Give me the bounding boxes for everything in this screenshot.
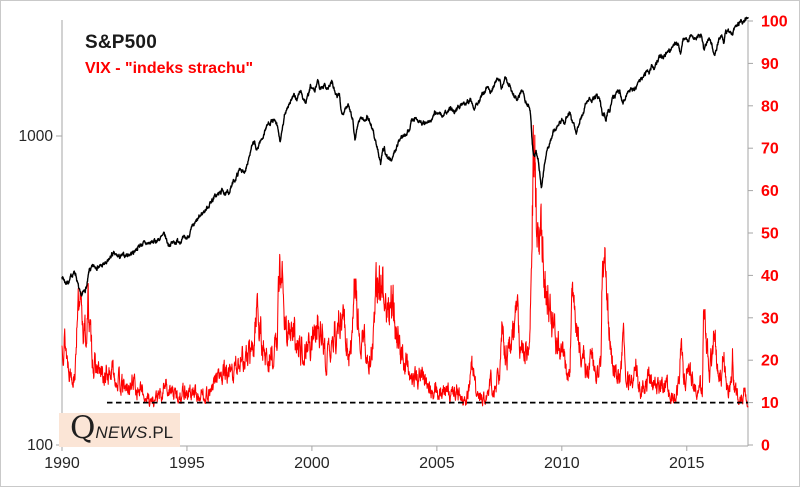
x-tick-label: 2015 xyxy=(669,455,705,472)
watermark-q-letter: Q xyxy=(70,410,96,446)
y-right-tick-label: 0 xyxy=(761,438,770,455)
legend-vix-label: VIX - "indeks strachu" xyxy=(85,60,254,77)
watermark-news-text: NEWS xyxy=(95,423,148,442)
legend-sp500-label: S&P500 xyxy=(85,32,157,53)
qnews-watermark-logo: Q NEWS .PL xyxy=(59,413,180,447)
y-right-tick-label: 70 xyxy=(761,141,779,158)
sp500-line xyxy=(61,16,749,297)
y-right-tick-label: 80 xyxy=(761,98,779,115)
y-right-tick-label: 100 xyxy=(761,14,788,31)
x-tick-label: 1995 xyxy=(169,455,205,472)
y-right-tick-label: 60 xyxy=(761,183,779,200)
y-right-tick-label: 40 xyxy=(761,268,779,285)
y-left-tick-label: 100 xyxy=(27,437,53,454)
x-tick-label: 2005 xyxy=(419,455,455,472)
y-right-tick-label: 20 xyxy=(761,353,779,370)
x-tick-label: 1990 xyxy=(44,455,80,472)
x-tick-label: 2010 xyxy=(544,455,580,472)
y-right-tick-label: 90 xyxy=(761,56,779,73)
x-tick-label: 2000 xyxy=(294,455,330,472)
y-right-tick-label: 10 xyxy=(761,395,779,412)
y-left-tick-label: 1000 xyxy=(19,128,54,145)
vix-line xyxy=(61,124,749,408)
watermark-pl-text: .PL xyxy=(147,423,174,442)
y-right-tick-label: 50 xyxy=(761,226,779,243)
y-right-tick-label: 30 xyxy=(761,310,779,327)
